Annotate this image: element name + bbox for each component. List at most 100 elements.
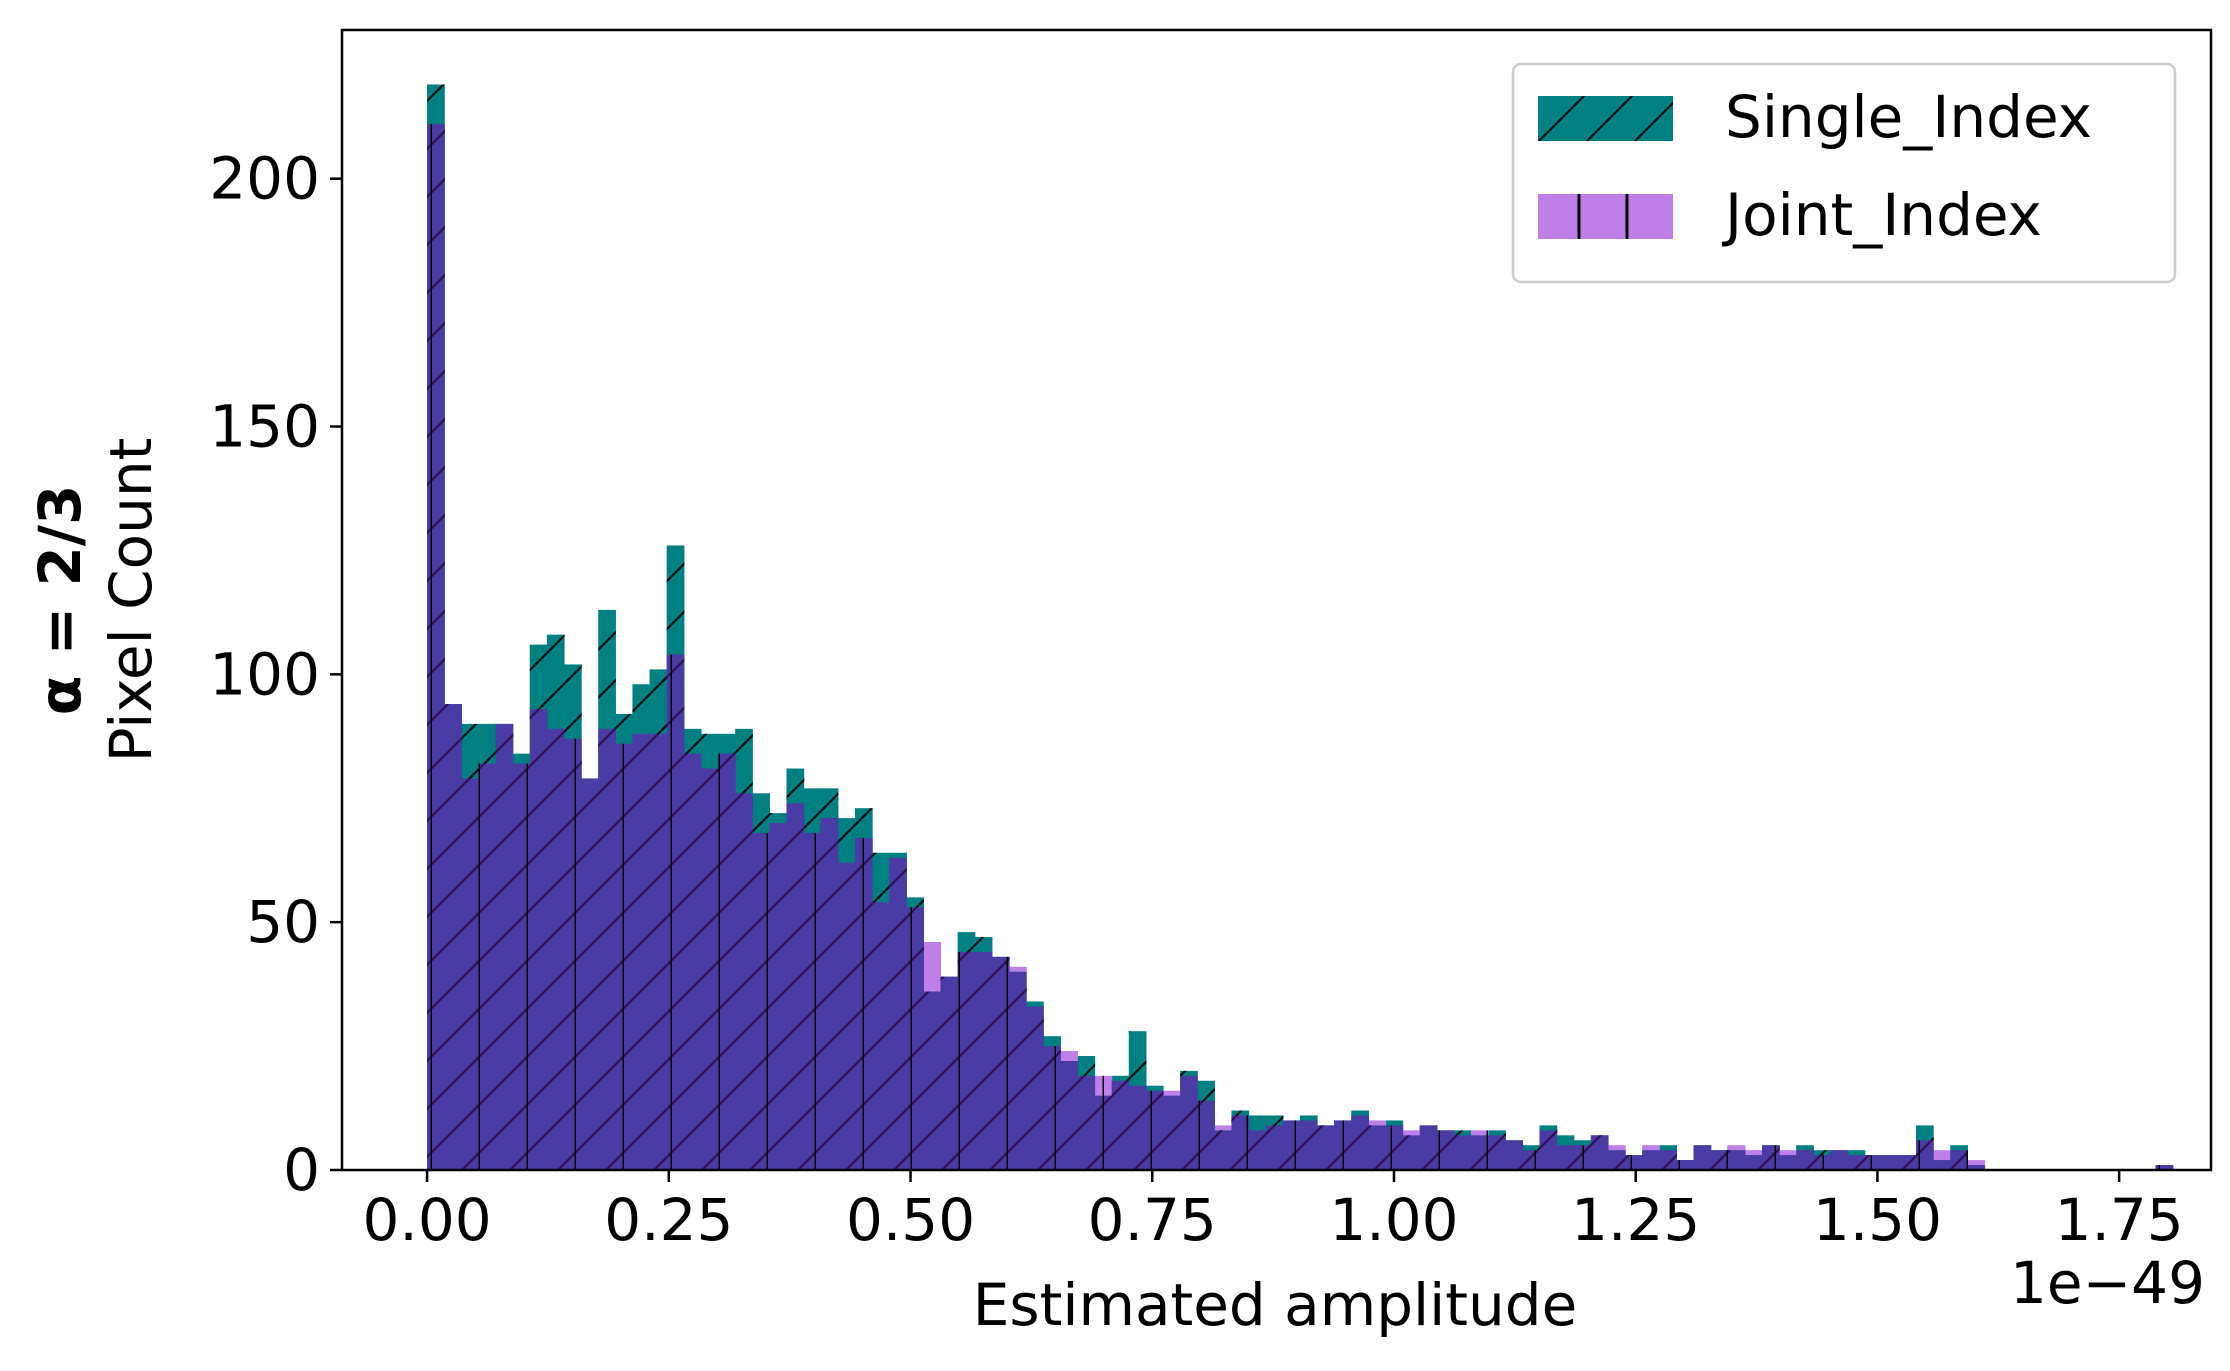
overlap-bar-vert-hatch bbox=[1094, 1095, 1113, 1170]
joint-index-bar-excess-hatch bbox=[1744, 1150, 1763, 1156]
overlap-bar-vert-hatch bbox=[786, 803, 805, 1170]
joint-index-bar-excess-hatch bbox=[1214, 1125, 1233, 1131]
overlap-bar-vert-hatch bbox=[1830, 1150, 1849, 1170]
plot-frame bbox=[340, 28, 2213, 1172]
legend-label-joint-index: Joint_Index bbox=[1722, 181, 2042, 249]
overlap-bar-vert-hatch bbox=[1351, 1115, 1369, 1170]
overlap-bar-vert-hatch bbox=[1128, 1085, 1147, 1170]
y-tick-label: 0 bbox=[283, 1136, 320, 1204]
overlap-bar-vert-hatch bbox=[1197, 1100, 1215, 1170]
joint-index-bar-excess-hatch bbox=[1727, 1145, 1746, 1151]
overlap-bar-vert-hatch bbox=[769, 823, 788, 1170]
y-tick-label: 50 bbox=[246, 888, 320, 956]
overlap-bar-vert-hatch bbox=[1471, 1135, 1489, 1170]
joint-index-bar-excess-hatch bbox=[1642, 1145, 1660, 1151]
overlap-bar-vert-hatch bbox=[940, 976, 959, 1170]
x-tick-label: 1.25 bbox=[1571, 1186, 1700, 1254]
overlap-bar-vert-hatch bbox=[1590, 1135, 1609, 1170]
overlap-bar-vert-hatch bbox=[923, 991, 942, 1170]
overlap-bar-vert-hatch bbox=[1916, 1140, 1934, 1170]
overlap-bar-vert-hatch bbox=[1607, 1150, 1626, 1170]
overlap-bar-vert-hatch bbox=[1693, 1145, 1712, 1170]
overlap-bar-vert-hatch bbox=[1043, 1046, 1061, 1170]
overlap-bar-vert-hatch bbox=[1008, 971, 1027, 1170]
overlap-bar-vert-hatch bbox=[1111, 1080, 1130, 1170]
overlap-bar-vert-hatch bbox=[1761, 1145, 1780, 1170]
overlap-bar-vert-hatch bbox=[1522, 1150, 1541, 1170]
x-tick-label: 0.25 bbox=[604, 1186, 733, 1254]
overlap-bar-vert-hatch bbox=[820, 818, 839, 1170]
joint-index-bar-excess-hatch bbox=[1008, 966, 1027, 972]
legend-label-single-index: Single_Index bbox=[1725, 83, 2092, 151]
overlap-bar-vert-hatch bbox=[1573, 1145, 1592, 1170]
overlap-bar-vert-hatch bbox=[1248, 1130, 1267, 1170]
overlap-bar-vert-hatch bbox=[1625, 1155, 1643, 1170]
overlap-bar-vert-hatch bbox=[1727, 1150, 1746, 1170]
overlap-bar-vert-hatch bbox=[1231, 1115, 1250, 1170]
overlap-bar-vert-hatch bbox=[1060, 1060, 1079, 1170]
overlap-bar-vert-hatch bbox=[1317, 1125, 1335, 1170]
y-tick-label: 200 bbox=[209, 145, 320, 213]
overlap-bar-vert-hatch bbox=[1881, 1155, 1900, 1170]
overlap-bar-vert-hatch bbox=[1642, 1150, 1660, 1170]
overlap-bar-vert-hatch bbox=[1864, 1155, 1883, 1170]
y-tick-label: 100 bbox=[209, 640, 320, 708]
overlap-bar-vert-hatch bbox=[1436, 1130, 1455, 1170]
overlap-bar-vert-hatch bbox=[546, 728, 565, 1170]
overlap-bar-vert-hatch bbox=[1796, 1150, 1814, 1170]
overlap-bar-vert-hatch bbox=[1162, 1095, 1181, 1170]
legend: Single_Index Joint_Index bbox=[1511, 62, 2177, 284]
overlap-bar-vert-hatch bbox=[581, 778, 599, 1170]
overlap-bar-vert-hatch bbox=[1813, 1155, 1832, 1170]
overlap-bar-vert-hatch bbox=[444, 704, 462, 1170]
overlap-bar-vert-hatch bbox=[563, 738, 582, 1170]
joint-index-bar-excess-hatch bbox=[1607, 1145, 1626, 1151]
overlap-bar-vert-hatch bbox=[1334, 1120, 1352, 1170]
overlap-bar-vert-hatch bbox=[1385, 1125, 1404, 1170]
overlap-bar-vert-hatch bbox=[2155, 1165, 2174, 1170]
overlap-bar-vert-hatch bbox=[974, 951, 993, 1170]
overlap-bar-vert-hatch bbox=[700, 768, 719, 1170]
x-axis-ticks: 0.00 0.25 0.50 0.75 1.00 1.25 1.50 1.75 bbox=[363, 1170, 2184, 1254]
overlap-bar-vert-hatch bbox=[735, 793, 753, 1170]
overlap-bar-vert-hatch bbox=[1145, 1090, 1164, 1170]
legend-swatch-joint-index bbox=[1538, 194, 1673, 239]
joint-index-bar-excess-hatch bbox=[1402, 1130, 1421, 1136]
joint-index-bar-excess-hatch bbox=[1471, 1130, 1489, 1136]
x-axis-label: Estimated amplitude bbox=[973, 1271, 1578, 1339]
overlap-bar-vert-hatch bbox=[666, 654, 685, 1170]
overlap-bar-vert-hatch bbox=[837, 862, 856, 1170]
overlap-bar-vert-hatch bbox=[1077, 1075, 1096, 1170]
overlap-bar-vert-hatch bbox=[512, 763, 531, 1170]
overlap-bar-vert-hatch bbox=[1659, 1150, 1678, 1170]
y-tick-label: 150 bbox=[209, 393, 320, 461]
overlap-bar-vert-hatch bbox=[1265, 1125, 1284, 1170]
y-axis-label-group: α = 2/3 Pixel Count bbox=[26, 438, 165, 763]
overlap-bar-vert-hatch bbox=[752, 832, 770, 1170]
overlap-bar-vert-hatch bbox=[1933, 1160, 1951, 1170]
overlap-bar-vert-hatch bbox=[1419, 1125, 1438, 1170]
overlap-bar-vert-hatch bbox=[632, 733, 651, 1170]
joint-index-bars bbox=[923, 942, 1986, 1166]
overlap-bar-vert-hatch bbox=[598, 728, 616, 1170]
x-tick-label: 0.75 bbox=[1088, 1186, 1217, 1254]
overlap-bar-vert-hatch bbox=[427, 124, 445, 1170]
overlap-bar-vert-hatch bbox=[1453, 1135, 1472, 1170]
overlap-bar-vert-hatch bbox=[1676, 1160, 1695, 1170]
overlap-bar-vert-hatch bbox=[991, 956, 1010, 1170]
joint-index-bar-excess-hatch bbox=[1779, 1150, 1797, 1156]
joint-index-bar-excess-hatch bbox=[1933, 1150, 1951, 1161]
overlap-bar-vert-hatch bbox=[1744, 1155, 1763, 1170]
x-tick-label: 0.00 bbox=[363, 1186, 492, 1254]
joint-index-bar-excess-hatch bbox=[1368, 1120, 1387, 1126]
overlap-bar-vert-hatch bbox=[1505, 1140, 1523, 1170]
overlap-bar-vert-hatch bbox=[957, 951, 976, 1170]
overlap-bar-vert-hatch bbox=[1214, 1130, 1233, 1170]
y-axis-label-bold: α = 2/3 bbox=[26, 485, 94, 716]
joint-index-bar-excess-hatch bbox=[1060, 1051, 1079, 1061]
overlap-bars bbox=[427, 124, 2174, 1170]
x-tick-label: 1.75 bbox=[2055, 1186, 2184, 1254]
joint-index-bar-excess-hatch bbox=[1094, 1075, 1113, 1096]
